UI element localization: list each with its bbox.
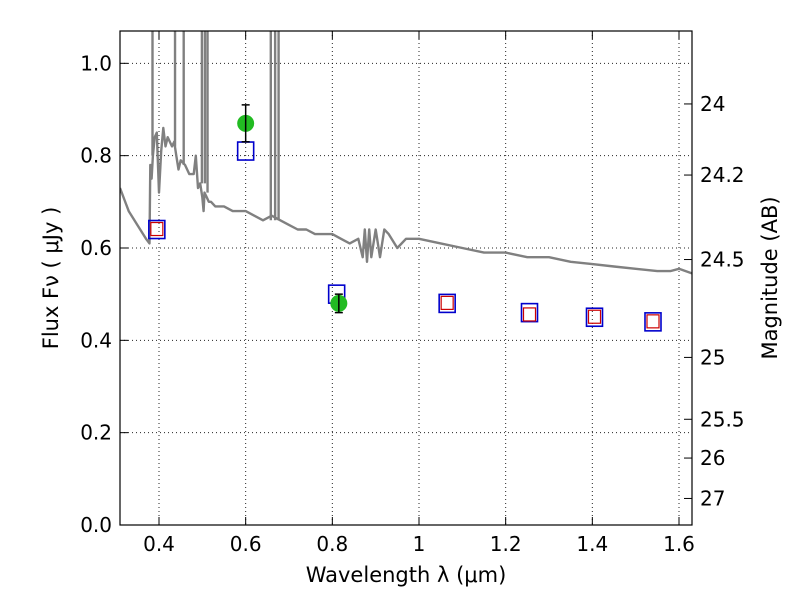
template-spectrum-layer	[120, 31, 692, 275]
y-tick-label: 0.4	[80, 328, 112, 352]
x-tick-label: 1.6	[663, 532, 695, 556]
photometry-layer	[148, 104, 662, 332]
y-tick-label: 0.8	[80, 144, 112, 168]
y2-tick-label: 24	[700, 92, 725, 116]
y-tick-label: 0.2	[80, 421, 112, 445]
y2-tick-label: 25.5	[700, 407, 745, 431]
model-photometry-marker	[585, 307, 604, 328]
x-tick-label: 0.4	[143, 532, 175, 556]
model-photometry-marker	[644, 312, 662, 332]
model-photometry-marker	[438, 293, 456, 314]
y2-tick-label: 24.2	[700, 163, 745, 187]
x-tick-label: 0.6	[230, 532, 262, 556]
y2-axis-label: Magnitude (AB)	[758, 196, 782, 359]
model-photometry-inner-marker	[587, 309, 602, 324]
model-photometry-marker	[148, 219, 166, 240]
y2-tick-label: 26	[700, 446, 725, 470]
template-spectrum-line	[120, 126, 692, 275]
y2-tick-label: 24.5	[700, 248, 745, 272]
model-photometry-inner-marker	[440, 295, 454, 310]
y2-tick-label: 27	[700, 486, 725, 510]
y-axis-label: Flux Fν ( μJy )	[39, 207, 63, 350]
y2-tick-label: 25	[700, 345, 725, 369]
x-tick-label: 0.8	[316, 532, 348, 556]
x-axis-label: Wavelength λ (μm)	[306, 563, 507, 587]
model-photometry-inner-marker	[646, 314, 660, 329]
x-tick-label: 1.2	[490, 532, 522, 556]
y-tick-label: 0.0	[80, 513, 112, 537]
x-tick-label: 1.4	[576, 532, 608, 556]
x-tick-label: 1	[413, 532, 426, 556]
model-photometry-inner-marker	[522, 307, 537, 322]
y-tick-label: 1.0	[80, 51, 112, 75]
model-photometry-inner-marker	[150, 221, 164, 237]
axes-ticks: 0.4 0.6 0.8 1 1.2 1.4 1.6 0.0 0.2 0.4 0.6 0.8 1.0 24 2…	[80, 31, 745, 556]
model-photometry-marker	[520, 302, 539, 323]
y-tick-label: 0.6	[80, 236, 112, 260]
plot-frame	[119, 30, 693, 526]
